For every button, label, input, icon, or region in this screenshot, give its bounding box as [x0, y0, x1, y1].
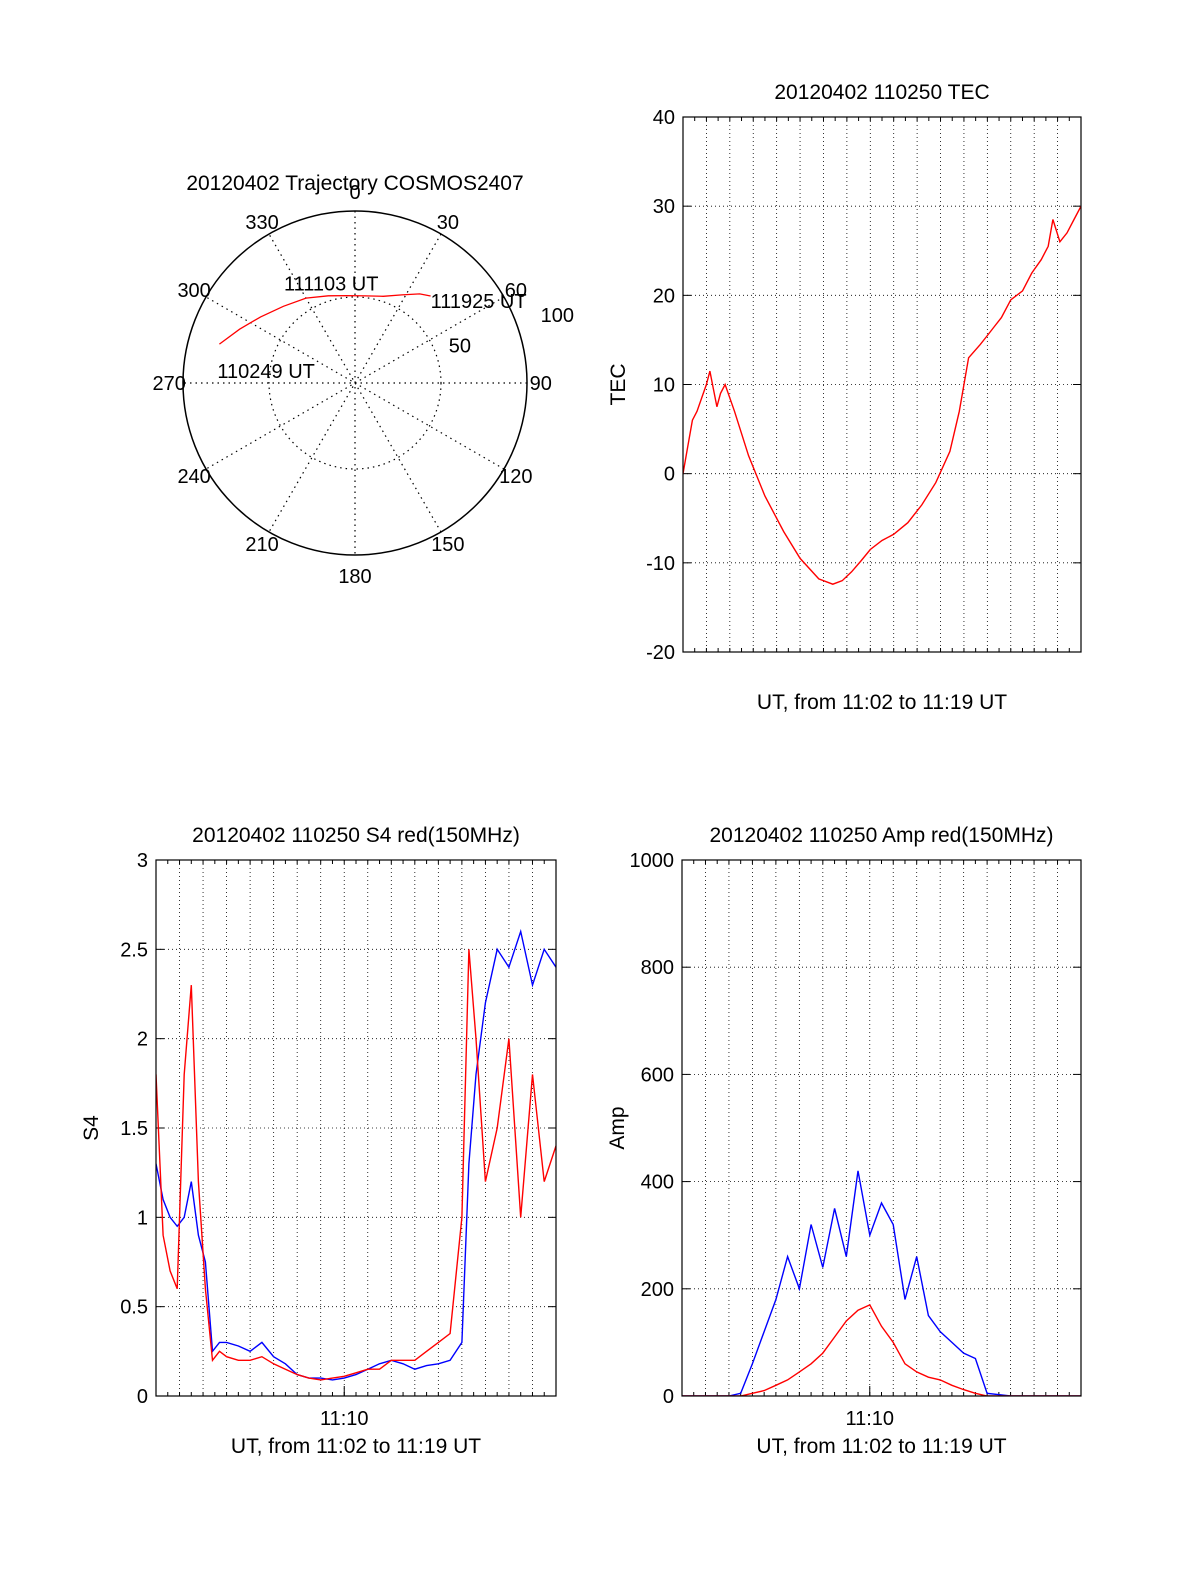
tec-chart: -20 -10 0 10 20 30 40 20120402 110250 TEC UT, fr…: [607, 81, 1082, 714]
radial-label: 100: [541, 305, 574, 327]
y-tick-label: 0.5: [120, 1297, 148, 1319]
polar-ring-50: [268, 296, 442, 470]
y-tick-label: 1.5: [120, 1118, 148, 1140]
polar-chart: 0 30 60 90 120 150 180 210 240 270 300 330 50 100 1119…: [153, 172, 574, 588]
trajectory-time-label: 110249 UT: [217, 361, 314, 383]
y-tick-label: 3: [137, 850, 148, 872]
polar-spoke: [268, 233, 442, 533]
y-tick-label: 200: [641, 1279, 674, 1301]
x-axis-label: UT, from 11:02 to 11:19 UT: [231, 1435, 481, 1458]
chart-title: 20120402 110250 Amp red(150MHz): [709, 824, 1053, 847]
plot-frame: [682, 116, 1082, 653]
y-tick-label: 0: [664, 464, 675, 486]
trajectory-time-label: 111925 UT: [431, 291, 527, 313]
amp-series-0-line: [682, 1170, 1081, 1396]
y-tick-label: 600: [641, 1064, 674, 1086]
y-tick-label: 0: [663, 1386, 674, 1408]
polar-trajectory-line: [219, 293, 431, 345]
x-tick-label: 11:10: [845, 1408, 894, 1430]
chart-title: 20120402 110250 TEC: [774, 81, 989, 104]
y-tick-label: 10: [653, 375, 675, 397]
y-tick-label: 20: [653, 285, 675, 307]
trajectory-time-label: 111103 UT: [284, 274, 379, 296]
azimuth-label: 90: [530, 373, 552, 395]
y-axis-label: TEC: [607, 364, 630, 406]
y-axis-label: S4: [80, 1115, 103, 1141]
amp-series-1-line: [682, 1303, 1081, 1396]
y-tick-label: 1: [137, 1207, 148, 1229]
y-tick-label: 800: [641, 957, 674, 979]
x-tick-label: 11:10: [320, 1408, 369, 1430]
s4-chart: 0 0.5 1 1.5 2 2.5 3 11:10 20120402 110250 S4 red…: [80, 824, 557, 1458]
tec-series-0-line: [683, 205, 1081, 585]
azimuth-label: 330: [245, 212, 278, 234]
radial-label: 50: [449, 335, 471, 357]
azimuth-label: 0: [349, 182, 360, 204]
x-axis-label: UT, from 11:02 to 11:19 UT: [757, 691, 1007, 714]
azimuth-label: 60: [505, 280, 527, 302]
chart-title: 20120402 110250 S4 red(150MHz): [192, 824, 520, 847]
y-tick-label: 2: [137, 1029, 148, 1051]
azimuth-label: 270: [153, 373, 186, 395]
azimuth-label: 120: [499, 466, 532, 488]
azimuth-label: 150: [431, 534, 464, 556]
plot-frame: [681, 859, 1082, 1397]
azimuth-label: 240: [177, 466, 210, 488]
azimuth-label: 210: [245, 534, 278, 556]
polar-outer-circle: [182, 210, 528, 556]
y-tick-label: 30: [653, 196, 675, 218]
azimuth-label: 180: [338, 566, 371, 588]
amp-chart: 0 200 400 600 800 1000 11:10 20120402 110250 Am…: [606, 824, 1082, 1458]
azimuth-label: 30: [437, 212, 459, 234]
chart-title: 20120402 Trajectory COSMOS2407: [186, 172, 523, 195]
y-tick-label: 400: [641, 1172, 674, 1194]
y-tick-label: 1000: [630, 850, 675, 872]
azimuth-label: 300: [177, 280, 210, 302]
y-tick-label: -20: [646, 642, 675, 664]
y-tick-label: 40: [653, 107, 675, 129]
y-axis-label: Amp: [606, 1106, 629, 1149]
s4-series-1-line: [156, 949, 556, 1381]
x-axis-label: UT, from 11:02 to 11:19 UT: [756, 1435, 1006, 1458]
y-tick-label: -10: [646, 553, 675, 575]
y-tick-label: 0: [137, 1386, 148, 1408]
plot-frame: [155, 859, 557, 1397]
s4-series-0-line: [156, 928, 556, 1381]
y-tick-label: 2.5: [120, 939, 148, 961]
